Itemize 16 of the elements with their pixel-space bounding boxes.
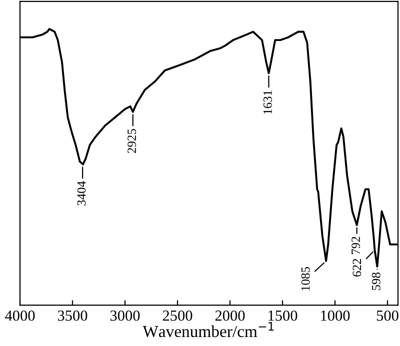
annotation: 598 [372, 272, 380, 290]
annotation: 1085 [301, 267, 310, 290]
annotation: 1631 [263, 90, 272, 114]
x-tick-label: 500 [376, 310, 398, 321]
x-tick-label: 4000 [5, 310, 35, 321]
x-tick-label: 3500 [58, 310, 88, 321]
annotation: 622 [352, 258, 362, 276]
x-tick-label: 2000 [215, 310, 245, 321]
x-axis-title: Wavenumber/cm$^{−1}$ [142, 322, 274, 338]
x-tick-label: 1000 [321, 310, 350, 321]
annotation: 3404 [77, 181, 86, 206]
x-tick-label: 3000 [110, 310, 140, 321]
annotation: 2925 [128, 129, 136, 153]
x-tick-label: 1500 [268, 310, 298, 321]
annotation: 792 [352, 236, 360, 254]
x-tick-label: 2500 [162, 310, 192, 321]
